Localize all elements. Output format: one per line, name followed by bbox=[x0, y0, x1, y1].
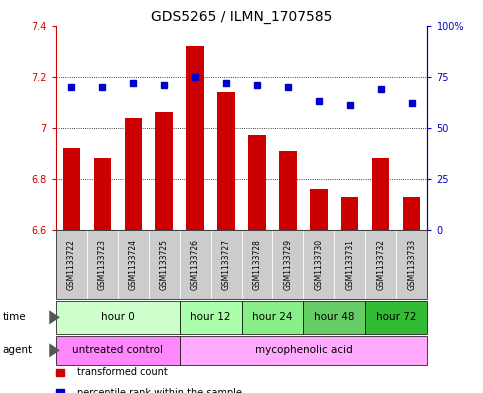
Text: GSM1133730: GSM1133730 bbox=[314, 239, 324, 290]
Bar bbox=[62, 148, 80, 230]
Bar bbox=[280, 151, 297, 230]
Bar bbox=[125, 118, 142, 230]
Bar bbox=[248, 136, 266, 230]
Bar bbox=[186, 46, 203, 230]
Text: GSM1133723: GSM1133723 bbox=[98, 239, 107, 290]
Text: agent: agent bbox=[2, 345, 32, 355]
Text: hour 72: hour 72 bbox=[376, 312, 417, 322]
Text: GSM1133732: GSM1133732 bbox=[376, 239, 385, 290]
Bar bbox=[217, 92, 235, 230]
Text: GSM1133728: GSM1133728 bbox=[253, 239, 261, 290]
Bar bbox=[94, 158, 111, 230]
Text: hour 48: hour 48 bbox=[314, 312, 355, 322]
Text: hour 0: hour 0 bbox=[100, 312, 134, 322]
Text: GSM1133733: GSM1133733 bbox=[408, 239, 416, 290]
Text: GSM1133726: GSM1133726 bbox=[190, 239, 199, 290]
Text: GSM1133724: GSM1133724 bbox=[128, 239, 138, 290]
Text: hour 12: hour 12 bbox=[190, 312, 231, 322]
Text: GSM1133729: GSM1133729 bbox=[284, 239, 293, 290]
Bar bbox=[341, 196, 358, 230]
Bar bbox=[311, 189, 327, 230]
Text: GSM1133722: GSM1133722 bbox=[67, 239, 75, 290]
Text: mycophenolic acid: mycophenolic acid bbox=[255, 345, 353, 355]
Text: hour 24: hour 24 bbox=[252, 312, 293, 322]
Text: transformed count: transformed count bbox=[77, 367, 168, 377]
Bar bbox=[372, 158, 389, 230]
Text: GSM1133727: GSM1133727 bbox=[222, 239, 230, 290]
Text: GSM1133731: GSM1133731 bbox=[345, 239, 355, 290]
Text: time: time bbox=[2, 312, 26, 322]
Text: GDS5265 / ILMN_1707585: GDS5265 / ILMN_1707585 bbox=[151, 10, 332, 24]
Text: GSM1133725: GSM1133725 bbox=[159, 239, 169, 290]
Text: percentile rank within the sample: percentile rank within the sample bbox=[77, 387, 242, 393]
Text: untreated control: untreated control bbox=[72, 345, 163, 355]
Bar bbox=[156, 112, 172, 230]
Bar bbox=[403, 196, 421, 230]
